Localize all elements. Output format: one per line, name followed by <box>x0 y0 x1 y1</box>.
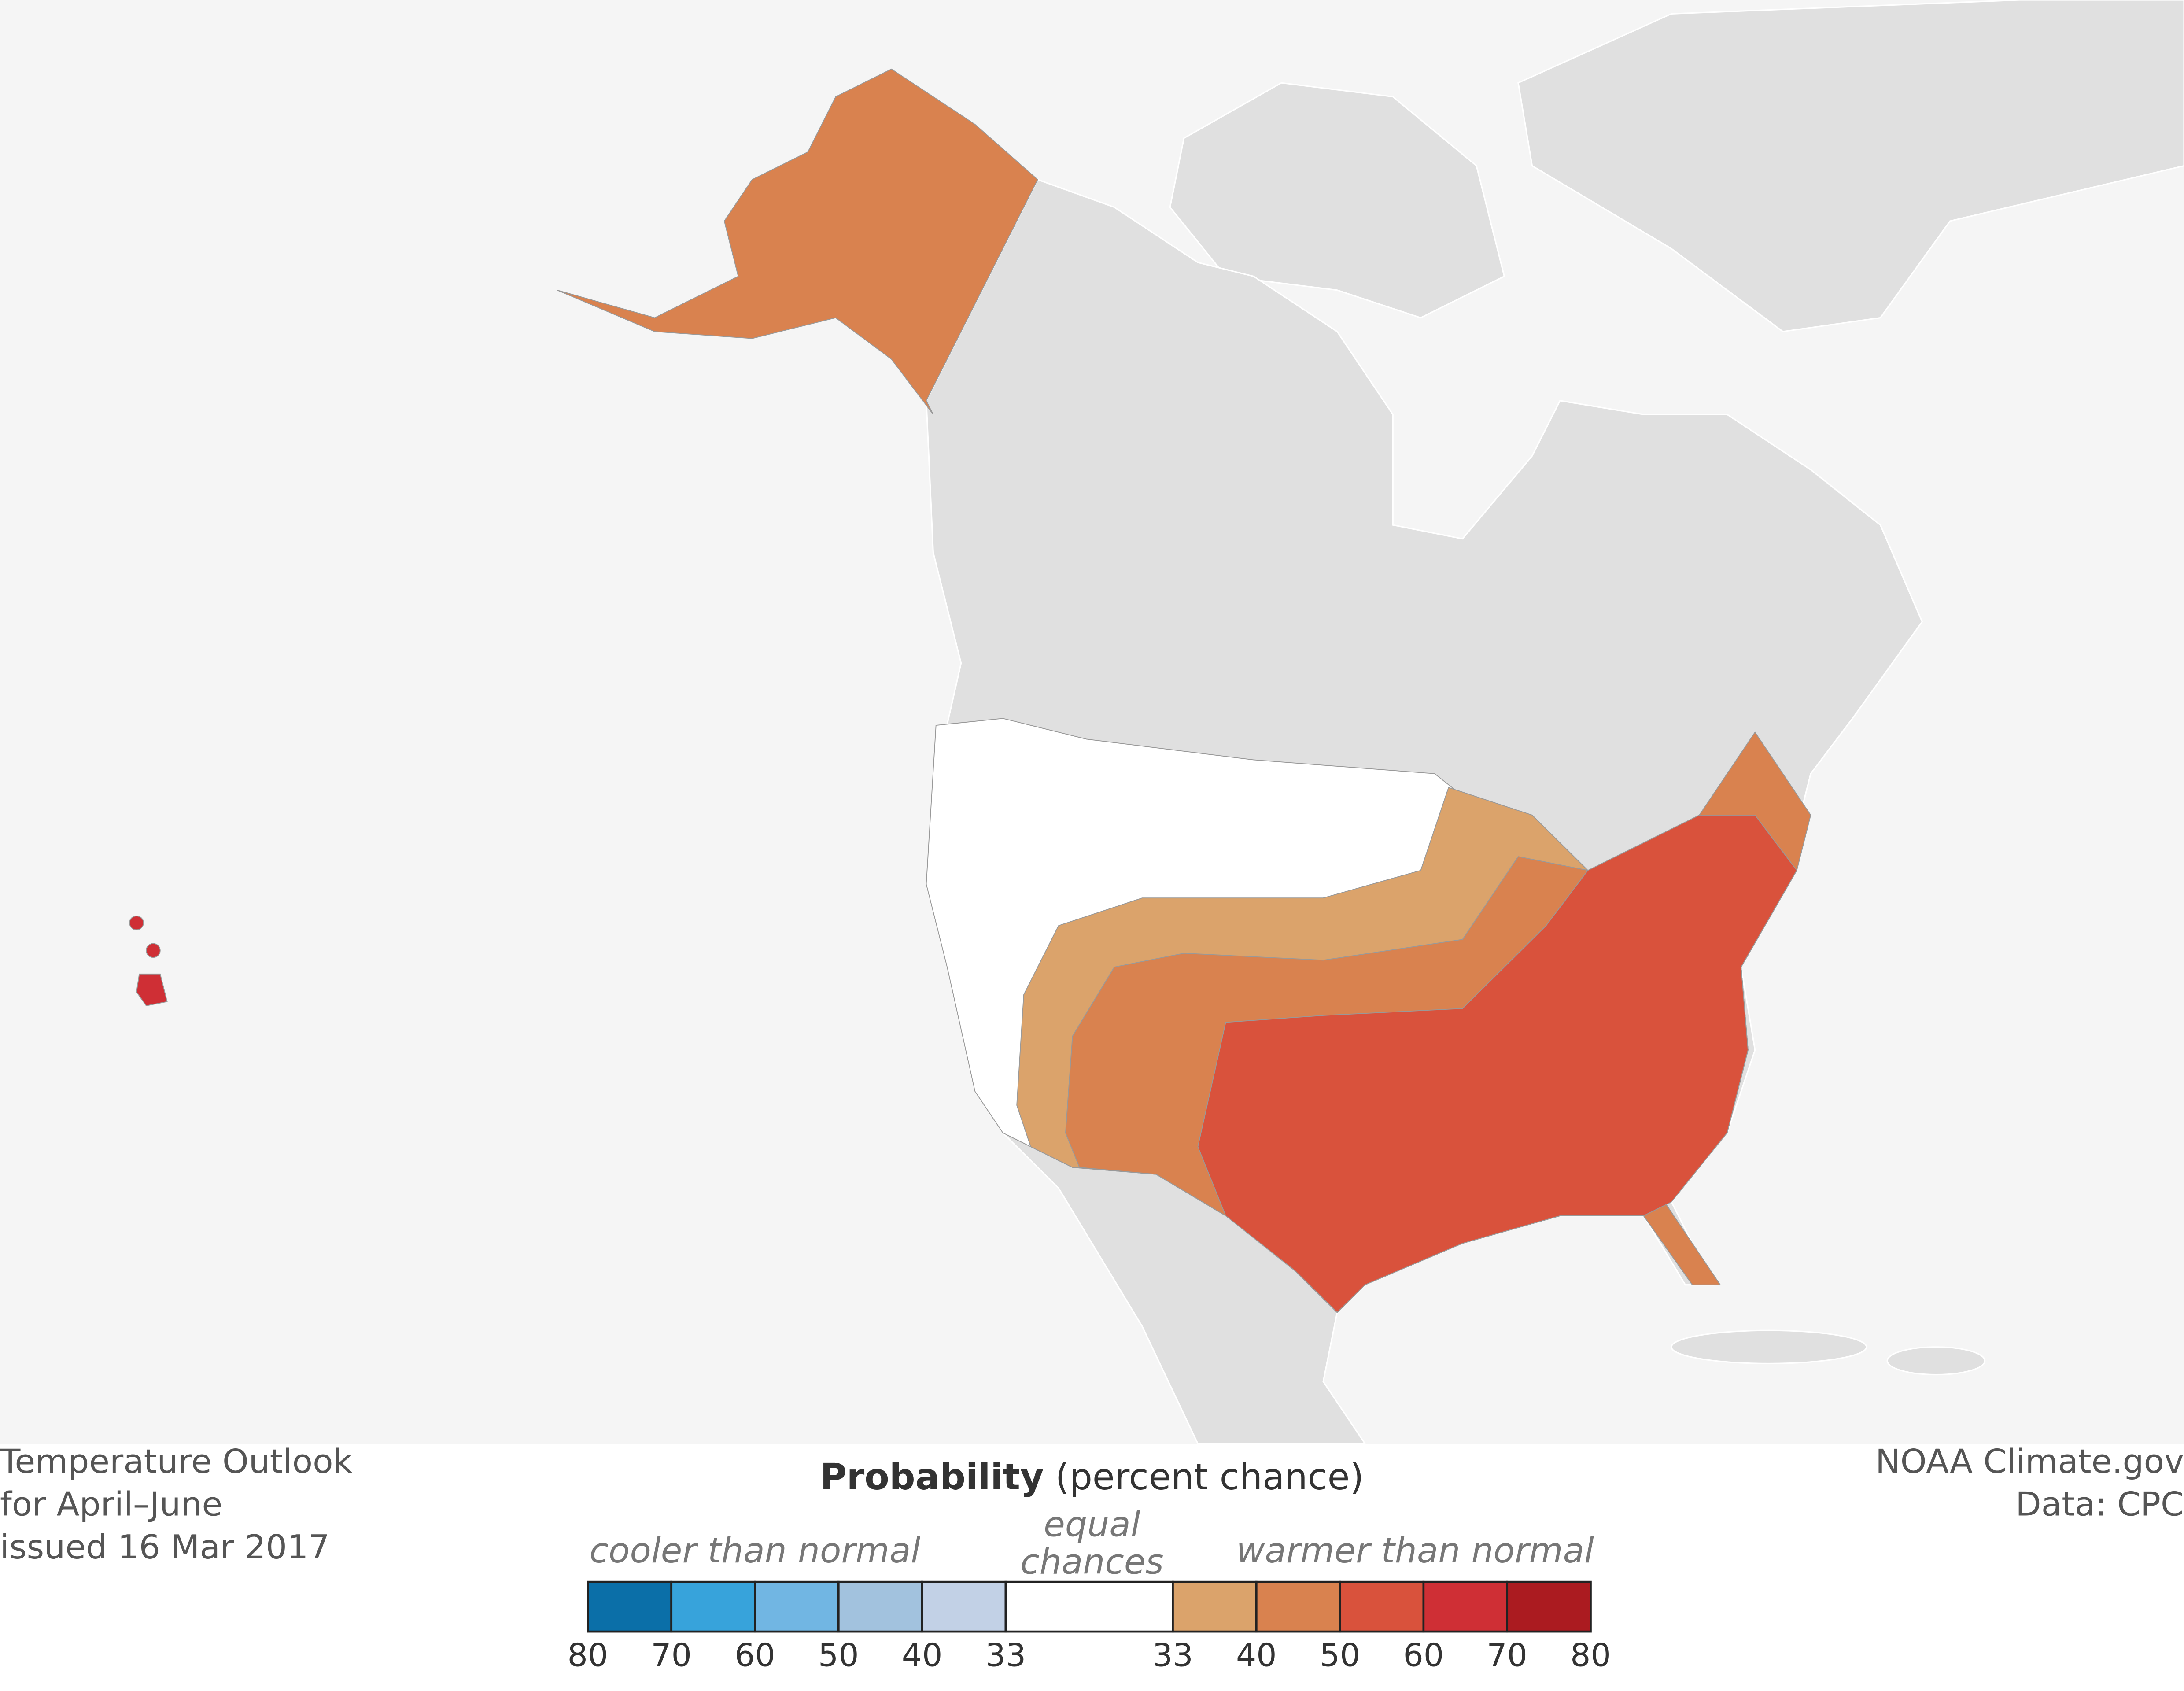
legend: 80 70 60 50 40 33 33 40 50 60 70 80 <box>568 1580 1611 1674</box>
legend-tick: 50 <box>818 1637 859 1674</box>
legend-swatch <box>1506 1580 1592 1633</box>
right-caption: NOAA Climate.gov <box>1875 1442 2184 1481</box>
legend-tick: 60 <box>1403 1637 1444 1674</box>
legend-tick: 70 <box>651 1637 692 1674</box>
legend-tick: 80 <box>568 1637 609 1674</box>
legend-swatch <box>1255 1580 1341 1633</box>
legend-tick: 50 <box>1320 1637 1361 1674</box>
legend-swatch <box>837 1580 923 1633</box>
legend-tick: 40 <box>1236 1637 1277 1674</box>
legend-swatch <box>754 1580 840 1633</box>
legend-swatch <box>1339 1580 1425 1633</box>
hawaii <box>136 973 168 1006</box>
left-caption: for April–June <box>0 1485 222 1524</box>
region-50-60 <box>1197 815 1797 1313</box>
equal-label: equal <box>1044 1504 1140 1545</box>
hispaniola <box>1886 1346 1986 1376</box>
legend-swatch <box>1172 1580 1258 1633</box>
legend-swatch <box>1422 1580 1509 1633</box>
warmer-label: warmer than normal <box>1236 1531 1594 1571</box>
right-caption: Data: CPC <box>2015 1485 2184 1524</box>
legend-title-rest: (percent chance) <box>1055 1456 1364 1498</box>
left-caption: issued 16 Mar 2017 <box>0 1528 330 1566</box>
legend-swatch <box>921 1580 1007 1633</box>
hawaii-islands <box>146 943 161 958</box>
left-caption: Temperature Outlook <box>0 1442 353 1481</box>
legend-tick: 33 <box>985 1637 1026 1674</box>
legend-title-bold: Probability <box>820 1456 1044 1498</box>
legend-tick: 33 <box>1152 1637 1193 1674</box>
legend-swatch <box>670 1580 756 1633</box>
equal-label: chances <box>1020 1542 1163 1582</box>
legend-tick: 80 <box>1570 1637 1611 1674</box>
legend-title: Probability (percent chance) <box>820 1456 1364 1498</box>
greenland <box>1517 0 2184 332</box>
alaska <box>557 68 1038 415</box>
legend-swatch <box>587 1580 673 1633</box>
hawaii-islands <box>129 916 144 930</box>
arctic-islands <box>1169 82 1505 319</box>
legend-tick: 70 <box>1487 1637 1527 1674</box>
cooler-label: cooler than normal <box>590 1531 921 1571</box>
cuba <box>1671 1329 1867 1365</box>
legend-tick: 60 <box>734 1637 775 1674</box>
legend-swatch <box>1004 1580 1174 1633</box>
legend-tick: 40 <box>902 1637 943 1674</box>
